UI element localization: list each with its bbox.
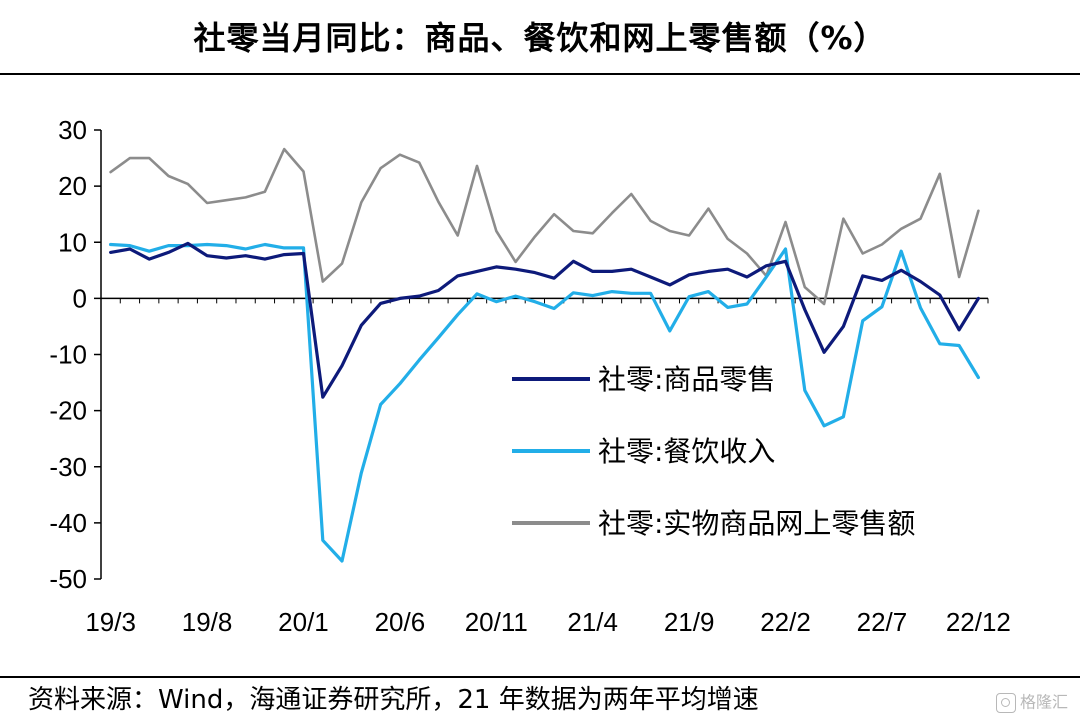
x-tick-label: 21/4 [567, 607, 618, 637]
y-tick-label: -50 [49, 564, 87, 594]
chart-series-lines [108, 147, 981, 563]
y-tick-label: 30 [58, 115, 87, 145]
y-tick-label: 0 [73, 283, 87, 313]
watermark-text: 格隆汇 [1019, 692, 1068, 712]
goods-retail-line [108, 241, 981, 399]
x-tick-label: 22/12 [946, 607, 1011, 637]
x-tick-label: 20/6 [375, 607, 426, 637]
y-tick-label: -20 [49, 396, 87, 426]
chart-axes: 30 20 10 0 -10 -20 -30 -40 -50 19/3 19/8 20/1 20/6 20… [49, 115, 1010, 637]
page-title: 社零当月同比：商品、餐饮和网上零售额（%） [193, 19, 887, 57]
catering-revenue-line [108, 242, 981, 563]
legend-catering-revenue-label: 社零:餐饮收入 [598, 435, 775, 468]
x-tick-label: 22/7 [857, 607, 908, 637]
x-tick-label: 22/2 [760, 607, 811, 637]
footer-divider [0, 676, 1080, 678]
legend-goods-retail-label: 社零:商品零售 [598, 363, 775, 396]
online-retail-line [109, 147, 980, 306]
line-chart: 30 20 10 0 -10 -20 -30 -40 -50 19/3 19/8 20/1 20/6 20… [49, 115, 1010, 637]
x-tick-label: 21/9 [664, 607, 715, 637]
x-tick-label: 19/8 [182, 607, 233, 637]
x-tick-label: 20/1 [278, 607, 329, 637]
y-tick-label: 10 [58, 227, 87, 257]
gezhi-logo-icon [995, 692, 1016, 713]
source-note: 资料来源：Wind，海通证券研究所，21 年数据为两年平均增速 [28, 685, 759, 715]
y-tick-label: 20 [58, 171, 87, 201]
y-tick-label: -10 [49, 340, 87, 370]
title-divider [0, 73, 1080, 75]
watermark: 格隆汇 [995, 690, 1068, 715]
legend-online-retail-label: 社零:实物商品网上零售额 [598, 507, 915, 540]
y-tick-label: -30 [49, 452, 87, 482]
x-tick-label: 20/11 [465, 607, 528, 637]
y-tick-label: -40 [49, 508, 87, 538]
x-tick-label: 19/3 [85, 607, 136, 637]
